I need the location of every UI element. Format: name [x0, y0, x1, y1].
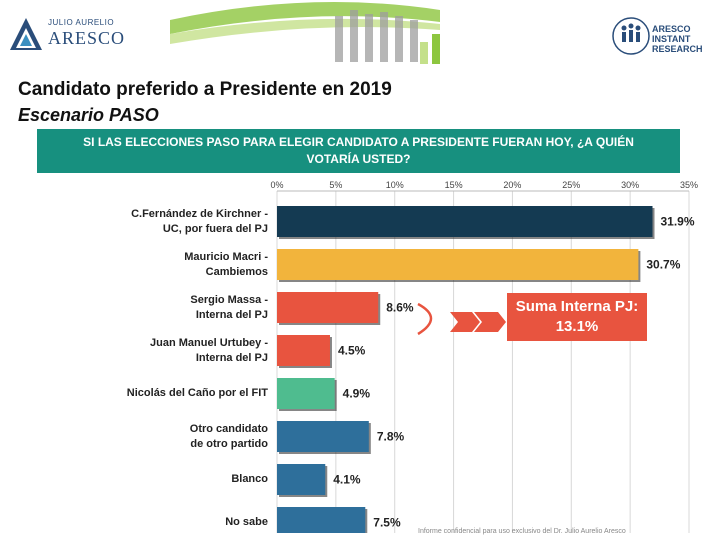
header-banner-graphic	[170, 2, 440, 64]
survey-question-banner: SI LAS ELECCIONES PASO PARA ELEGIR CANDI…	[37, 129, 680, 173]
internal-pj-connector-arrows	[417, 302, 506, 336]
x-tick-label: 20%	[503, 180, 521, 190]
x-tick-label: 15%	[445, 180, 463, 190]
x-tick-label: 10%	[386, 180, 404, 190]
bar-value-label: 7.5%	[373, 516, 401, 530]
bracket-curve-icon	[417, 302, 433, 336]
category-label: Nicolás del Caño por el FIT	[126, 387, 268, 399]
chevron-right-icon	[474, 312, 506, 332]
bar	[277, 335, 330, 366]
category-label: Otro candidato de otro partido	[189, 422, 268, 450]
bar	[277, 421, 369, 452]
x-tick-label: 35%	[680, 180, 698, 190]
bar-chart: 0% 5% 10% 15% 20% 25% 30% 35% 31.9% 30.7% 8.6% 4.5%…	[270, 180, 698, 533]
bar-value-label: 4.1%	[333, 473, 361, 487]
bar	[277, 292, 379, 323]
x-tick-label: 0%	[270, 180, 283, 190]
chevron-right-icon	[450, 312, 480, 332]
category-label: No sabe	[225, 516, 268, 528]
aresco-logo: JULIO AURELIO ARESCO	[8, 10, 128, 60]
category-label: Mauricio Macri - Cambiemos	[184, 250, 268, 278]
callout-line-2: 13.1%	[555, 318, 599, 335]
bar-value-label: 8.6%	[386, 301, 414, 315]
research-logo-icon	[612, 17, 650, 55]
category-label: Blanco	[231, 473, 268, 485]
x-tick-label: 5%	[329, 180, 342, 190]
bar	[277, 464, 326, 495]
category-label: Juan Manuel Urtubey - Interna del PJ	[150, 336, 268, 364]
bar	[277, 507, 366, 533]
bar-value-label: 7.8%	[377, 430, 405, 444]
page-subtitle: Escenario PASO	[18, 105, 159, 125]
sum-internal-pj-callout: Suma Interna PJ: 13.1%	[507, 293, 647, 341]
x-tick-label: 25%	[562, 180, 580, 190]
logo-right-text: ARESCO INSTANT RESEARCH	[652, 24, 703, 54]
aresco-instant-research-logo: ARESCO INSTANT RESEARCH	[612, 10, 712, 70]
footer-note: Informe confidencial para uso exclusivo …	[418, 528, 626, 535]
x-tick-label: 30%	[621, 180, 639, 190]
logo-mark-icon	[10, 18, 42, 50]
bar-value-label: 4.5%	[338, 344, 366, 358]
callout-line-1: Suma Interna PJ:	[515, 298, 639, 315]
bar-value-label: 31.9%	[661, 215, 695, 229]
bar	[277, 206, 653, 237]
bar-value-label: 30.7%	[646, 258, 680, 272]
category-label: C.Fernández de Kirchner - UC, por fuera d…	[131, 207, 268, 235]
logo-left-big-text: ARESCO	[48, 28, 126, 48]
bar-value-label: 4.9%	[343, 387, 371, 401]
page-title: Candidato preferido a Presidente en 2019	[18, 79, 392, 100]
logo-left-small-text: JULIO AURELIO	[48, 18, 115, 27]
category-label: Sergio Massa - Interna del PJ	[190, 293, 268, 321]
bar	[277, 378, 335, 409]
bar	[277, 249, 639, 280]
